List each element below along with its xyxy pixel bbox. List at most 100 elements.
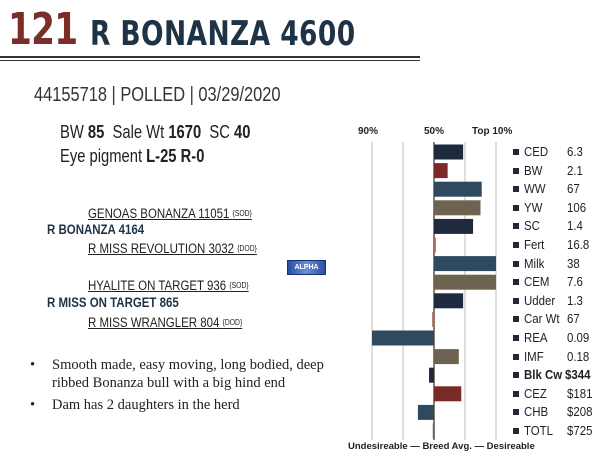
- epd-marker: [513, 242, 519, 248]
- chart-footer: Undesireable — Breed Avg. — Desireable: [348, 441, 535, 452]
- note-item: Dam has 2 daughters in the herd: [30, 396, 330, 414]
- epd-bar-milk: [434, 256, 496, 272]
- epd-trait-value: 2.1: [567, 162, 583, 178]
- epd-bar-ww: [434, 181, 482, 197]
- eye-left-value: L-25: [146, 146, 177, 166]
- pedigree-dam-dam: R MISS WRANGLER 804 {DOD}: [88, 315, 242, 330]
- epd-marker: [513, 186, 519, 193]
- epd-bar-udder: [434, 293, 464, 309]
- epd-bar-cem: [434, 274, 496, 290]
- epd-trait-value: $725: [567, 423, 593, 438]
- stats-block: BW 85 Sale Wt 1670 SC 40 Eye pigment L-2…: [60, 120, 250, 168]
- epd-trait-label: CEZ: [524, 385, 547, 401]
- epd-marker: [513, 409, 519, 416]
- epd-trait-value: 0.09: [567, 330, 590, 345]
- lot-number: 121: [8, 4, 78, 55]
- pedigree-sire-sire-code: {SOD}: [232, 209, 252, 218]
- epd-marker: [513, 353, 519, 360]
- stats-row-weights: BW 85 Sale Wt 1670 SC 40: [60, 120, 250, 144]
- epd-trait-label: Car Wt: [524, 311, 560, 327]
- pedigree-sire-dam-code: {DOD}: [237, 244, 257, 253]
- epd-trait-label: Milk: [524, 255, 545, 271]
- epd-trait-value: 1.3: [567, 292, 583, 308]
- epd-trait-value: 38: [567, 255, 580, 271]
- epd-marker: [513, 149, 519, 155]
- chart-header-top10: Top 10%: [472, 126, 513, 137]
- epd-marker: [513, 223, 519, 230]
- epd-bar-yw: [434, 200, 481, 216]
- epd-trait-label: WW: [524, 181, 546, 197]
- epd-marker: [513, 428, 519, 434]
- epd-trait-label: Blk Cw: [524, 367, 563, 383]
- genomic-logo: ALPHA GENO: [287, 260, 326, 284]
- eye-label: Eye pigment: [60, 146, 143, 166]
- header-rule-bottom: [0, 60, 420, 61]
- eye-right-value: R-0: [180, 146, 205, 166]
- epd-trait-label: CHB: [524, 404, 549, 420]
- bw-value: 85: [87, 122, 105, 142]
- pedigree-dam-sire-code: {SOD}: [229, 281, 249, 290]
- epd-trait-value: 67: [567, 311, 580, 327]
- sale-wt-value: 1670: [168, 122, 202, 142]
- epd-marker: [513, 372, 519, 379]
- notes-list: Smooth made, easy moving, long bodied, d…: [30, 356, 330, 418]
- epd-trait-value: 7.6: [567, 274, 583, 290]
- epd-bar-blk-cw: [429, 367, 434, 383]
- epd-marker: [513, 316, 519, 323]
- epd-trait-label: CEM: [524, 274, 550, 290]
- pedigree-dam-dam-name: R MISS WRANGLER 804: [88, 315, 220, 330]
- animal-name: R BONANZA 4600: [90, 14, 356, 54]
- pedigree-sire-dam: R MISS REVOLUTION 3032 {DOD}: [88, 241, 257, 256]
- epd-chart: [371, 142, 497, 440]
- epd-trait-value: $344: [565, 367, 591, 383]
- epd-trait-value: 0.18: [567, 348, 590, 364]
- note-item: Smooth made, easy moving, long bodied, d…: [30, 356, 330, 392]
- epd-bar-chb: [417, 404, 434, 420]
- epd-trait-value: $181: [567, 385, 593, 401]
- epd-trait-label: IMF: [524, 348, 544, 364]
- epd-trait-label: TOTL: [524, 423, 554, 438]
- sc-value: 40: [234, 122, 251, 142]
- pedigree-dam: R MISS ON TARGET 865: [47, 295, 179, 310]
- chart-header-90: 90%: [358, 126, 379, 137]
- epd-bar-totl: [432, 423, 435, 439]
- epd-bar-car-wt: [432, 311, 434, 327]
- epd-marker: [513, 167, 519, 174]
- epd-bar-imf: [434, 349, 459, 365]
- epd-trait-value: 106: [567, 199, 587, 215]
- epd-bar-cez: [434, 386, 462, 402]
- epd-marker: [513, 390, 519, 397]
- epd-trait-label: Udder: [524, 292, 556, 308]
- epd-trait-label: CED: [524, 144, 549, 159]
- pedigree-sire-dam-name: R MISS REVOLUTION 3032: [88, 241, 235, 256]
- epd-trait-value: 1.4: [567, 218, 583, 234]
- epd-trait-label: Fert: [524, 237, 545, 252]
- epd-marker: [513, 204, 519, 211]
- epd-marker: [513, 335, 519, 341]
- epd-bar-bw: [434, 163, 448, 179]
- stats-row-eye: Eye pigment L-25 R-0: [60, 144, 250, 168]
- epd-trait-label: SC: [524, 218, 540, 234]
- epd-bar-sc: [434, 218, 474, 234]
- pedigree-dam-dam-code: {DOD}: [222, 318, 243, 327]
- sc-label: SC: [209, 122, 230, 142]
- epd-bars: [372, 144, 496, 439]
- epd-marker: [513, 297, 519, 304]
- sale-wt-label: Sale Wt: [112, 122, 165, 142]
- pedigree-dam-sire-name: HYALITE ON TARGET 936: [88, 278, 227, 293]
- header-rule-top: [0, 56, 420, 58]
- bw-label: BW: [60, 122, 84, 142]
- pedigree-sire-sire-name: GENOAS BONANZA 11051: [88, 206, 230, 221]
- epd-bar-fert: [434, 237, 436, 253]
- epd-marker: [513, 279, 519, 286]
- epd-trait-value: 6.3: [567, 144, 583, 159]
- chart-header-50: 50%: [424, 126, 445, 137]
- epd-trait-label: REA: [524, 330, 548, 345]
- epd-marker: [513, 260, 519, 267]
- pedigree-dam-sire: HYALITE ON TARGET 936 {SOD}: [88, 278, 249, 293]
- epd-trait-label: BW: [524, 162, 543, 178]
- epd-bar-rea: [372, 330, 434, 346]
- registration-line: 44155718 | POLLED | 03/29/2020: [34, 84, 281, 106]
- epd-bar-ced: [434, 144, 464, 160]
- pedigree-sire-sire: GENOAS BONANZA 11051 {SOD}: [88, 206, 252, 221]
